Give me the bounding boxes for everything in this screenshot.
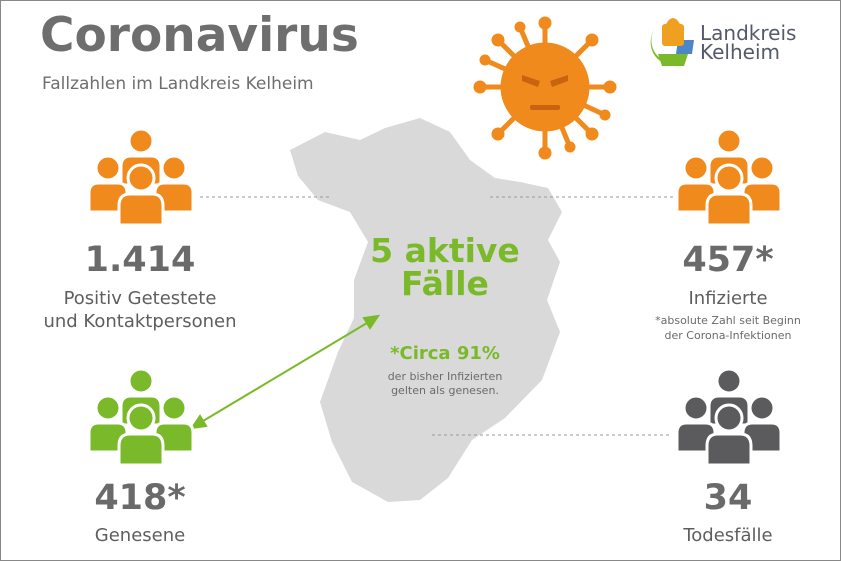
page-subtitle: Fallzahlen im Landkreis Kelheim <box>42 74 314 94</box>
positive-count: 1.414 <box>84 240 196 280</box>
logo-text-line2: Kelheim <box>700 40 780 64</box>
double-arrow <box>189 314 381 430</box>
recovered-label: Genesene <box>94 525 186 546</box>
infected-note-2: der Corona-Infektionen <box>664 329 792 342</box>
people-group-icon-positive <box>87 127 195 227</box>
active-cases-line1: 5 aktive <box>370 231 520 270</box>
logo-tower-icon <box>650 18 694 66</box>
recovered-count: 418* <box>94 478 186 518</box>
recovery-rate-note-1: der bisher Infizierten <box>387 370 503 383</box>
active-cases-line2: Fälle <box>401 264 489 303</box>
page-title: Coronavirus <box>40 8 359 63</box>
positive-label-2: und Kontaktpersonen <box>43 311 237 332</box>
people-group-icon-recovered <box>87 367 195 467</box>
infected-note-1: *absolute Zahl seit Beginn <box>655 314 801 327</box>
people-group-icon-infected <box>675 127 783 227</box>
people-group-icon-deaths <box>675 367 783 467</box>
deaths-label: Todesfälle <box>683 525 773 546</box>
positive-label-1: Positiv Getestete <box>63 288 217 309</box>
recovery-rate: *Circa 91% <box>390 343 500 364</box>
infected-label: Infizierte <box>688 288 768 309</box>
infected-count: 457* <box>682 240 774 280</box>
logo-text-line1: Landkreis <box>700 21 797 45</box>
virus-icon <box>473 16 617 160</box>
deaths-count: 34 <box>703 478 753 518</box>
recovery-rate-note-2: gelten als genesen. <box>391 384 499 397</box>
